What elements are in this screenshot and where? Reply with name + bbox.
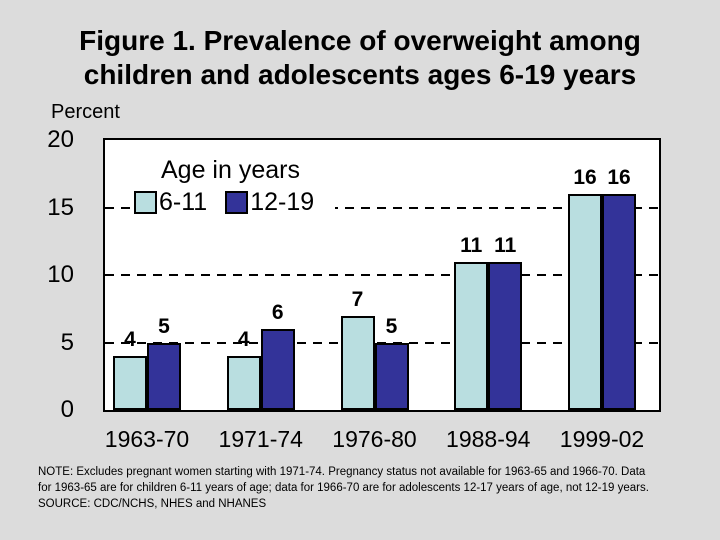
- y-tick-20: 20: [47, 126, 74, 153]
- legend-label-6-11: 6-11: [159, 188, 208, 216]
- bar-value-12-19-1971-74: 6: [271, 301, 284, 324]
- bar-6-11-1999-02: [568, 194, 602, 410]
- bar-12-19-1999-02: [602, 194, 636, 410]
- y-tick-10: 10: [47, 261, 74, 288]
- legend-item-6-11: 6-11: [130, 188, 221, 217]
- legend-items: 6-11 12-19: [130, 188, 335, 217]
- legend-label-12-19: 12-19: [250, 188, 315, 216]
- legend-swatch-6-11: [134, 191, 157, 214]
- y-tick-15: 15: [47, 193, 74, 221]
- bar-value-12-19-1988-94: 11: [494, 233, 517, 257]
- bar-value-12-19-1999-02: 16: [607, 166, 631, 189]
- y-axis-title: Percent: [51, 101, 120, 123]
- bar-6-11-1963-70: [113, 356, 147, 410]
- gridline-15: [105, 206, 659, 209]
- bar-6-11-1988-94: [454, 261, 489, 410]
- bar-12-19-1976-80: [374, 342, 409, 410]
- gridline-10: [105, 274, 659, 276]
- bar-value-12-19-1976-80: 5: [385, 314, 398, 338]
- x-label-1963-70: 1963-70: [104, 426, 190, 452]
- bar-value-6-11-1963-70: 4: [124, 328, 136, 351]
- legend-title: Age in years: [161, 156, 300, 184]
- bar-12-19-1988-94: [488, 261, 523, 410]
- chart-title-line-1: Figure 1. Prevalence of overweight among: [79, 25, 641, 56]
- y-tick-0: 0: [60, 396, 74, 423]
- bar-6-11-1971-74: [226, 356, 261, 410]
- footnote-line-3: SOURCE: CDC/NCHS, NHES and NHANES: [38, 498, 267, 510]
- bar-value-6-11-1988-94: 11: [460, 233, 483, 257]
- bar-value-6-11-1999-02: 16: [573, 166, 597, 189]
- x-label-1971-74: 1971-74: [218, 426, 303, 452]
- x-label-1988-94: 1988-94: [446, 426, 531, 452]
- bar-12-19-1963-70: [147, 342, 181, 410]
- footnote: NOTE: Excludes pregnant women starting w…: [38, 464, 698, 512]
- x-label-1999-02: 1999-02: [559, 426, 645, 452]
- footnote-line-1: NOTE: Excludes pregnant women starting w…: [38, 466, 646, 478]
- chart-title-line-2: children and adolescents ages 6-19 years: [83, 59, 637, 90]
- plot-area: Age in years 6-11 12-19 4 5 4 6 7 5 11 11 16 16: [103, 138, 661, 412]
- bar-6-11-1976-80: [340, 315, 375, 410]
- legend-swatch-12-19: [225, 191, 249, 214]
- x-label-1976-80: 1976-80: [332, 426, 417, 452]
- legend-item-12-19: 12-19: [221, 188, 328, 217]
- footnote-line-2: for 1963-65 are for children 6-11 years …: [38, 482, 649, 494]
- bar-value-12-19-1963-70: 5: [158, 314, 170, 338]
- bar-value-6-11-1971-74: 4: [237, 328, 250, 351]
- chart-title: Figure 1. Prevalence of overweight among…: [0, 24, 720, 92]
- bar-value-6-11-1976-80: 7: [351, 287, 364, 311]
- y-tick-5: 5: [60, 328, 74, 356]
- legend: Age in years 6-11 12-19: [130, 154, 335, 221]
- bar-12-19-1971-74: [260, 329, 295, 410]
